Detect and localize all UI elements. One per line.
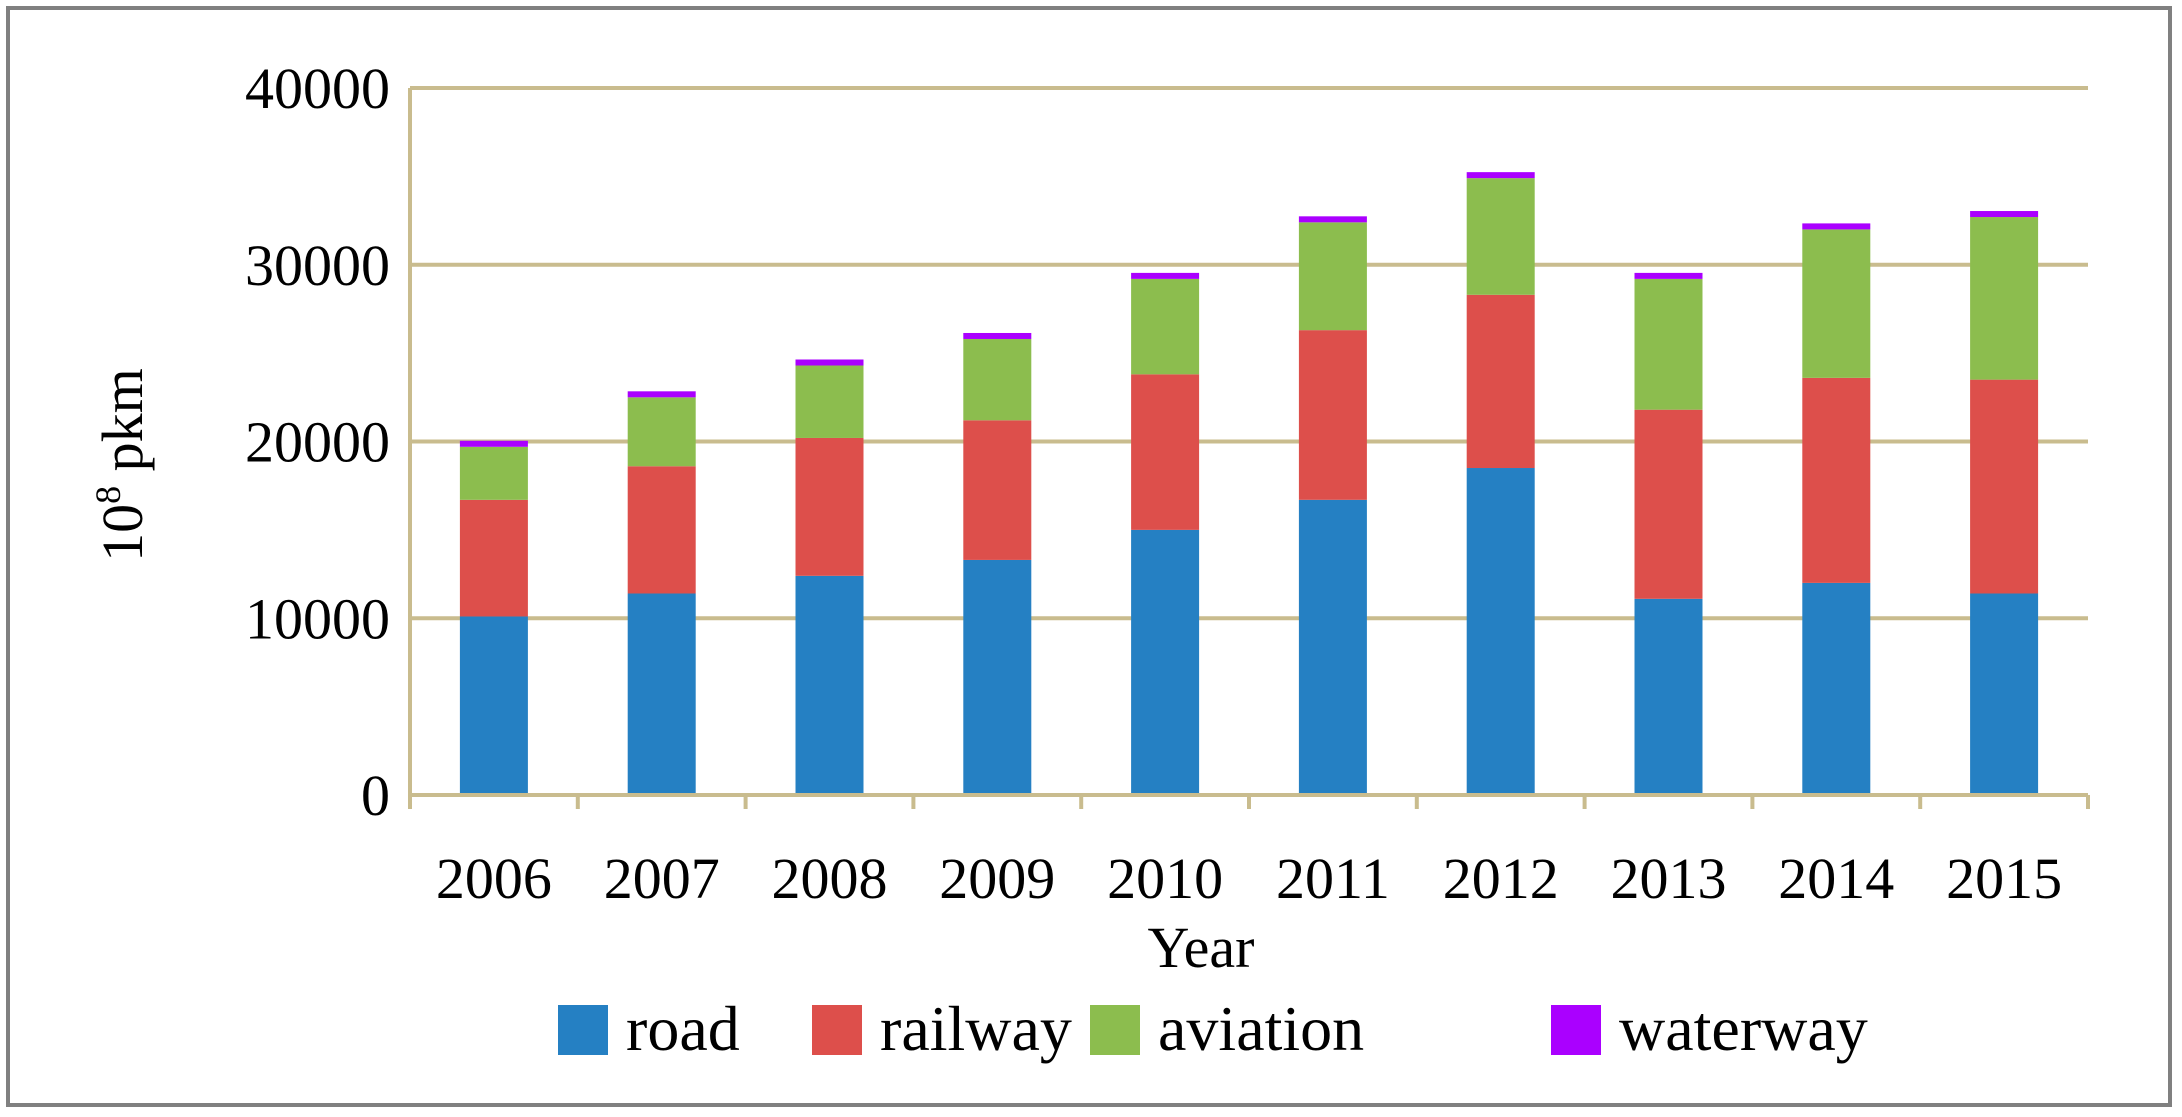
bar-waterway-2011 — [1298, 216, 1367, 223]
legend-label: waterway — [1619, 993, 1868, 1064]
bar-aviation-2012 — [1466, 178, 1535, 295]
x-tick-label: 2014 — [1778, 846, 1894, 911]
axes — [408, 88, 2090, 809]
y-tick-label: 0 — [361, 763, 390, 828]
bar-aviation-2011 — [1298, 222, 1367, 331]
y-axis-label: 108 pkm — [88, 368, 155, 562]
chart-frame: 0 10000 20000 30000 40000 2006 2007 2008 2009 20… — [6, 6, 2172, 1107]
bar-road-2012 — [1466, 468, 1535, 795]
x-tick-label: 2015 — [1946, 846, 2062, 911]
bar-railway-2010 — [1131, 374, 1200, 530]
bar-railway-2015 — [1970, 379, 2039, 594]
legend-label: road — [626, 993, 740, 1064]
bar-railway-2012 — [1466, 294, 1535, 469]
bar-road-2009 — [963, 559, 1032, 795]
bar-road-2015 — [1970, 593, 2039, 795]
bars — [459, 172, 2039, 795]
bar-waterway-2008 — [795, 359, 864, 366]
bar-road-2013 — [1634, 598, 1703, 795]
bar-aviation-2015 — [1970, 217, 2039, 380]
y-tick-label: 40000 — [245, 56, 390, 121]
x-tick-label: 2012 — [1443, 846, 1559, 911]
bar-waterway-2013 — [1634, 272, 1703, 279]
bar-waterway-2012 — [1466, 172, 1535, 179]
bar-road-2014 — [1802, 582, 1871, 795]
bar-aviation-2007 — [627, 397, 696, 467]
legend-label: aviation — [1158, 993, 1364, 1064]
bar-aviation-2006 — [459, 446, 528, 500]
bar-railway-2011 — [1298, 330, 1367, 500]
legend-label: railway — [880, 993, 1072, 1064]
bar-aviation-2010 — [1131, 278, 1200, 375]
y-tick-label: 30000 — [245, 233, 390, 298]
bar-road-2006 — [459, 616, 528, 795]
x-tick-label: 2007 — [604, 846, 720, 911]
x-tick-label: 2008 — [772, 846, 888, 911]
bar-railway-2008 — [795, 437, 864, 576]
y-tick-label: 20000 — [245, 410, 390, 475]
bar-waterway-2010 — [1131, 272, 1200, 279]
bar-railway-2007 — [627, 466, 696, 594]
bar-road-2007 — [627, 593, 696, 795]
legend-swatch — [1090, 1005, 1140, 1055]
bar-railway-2014 — [1802, 377, 1871, 583]
legend-swatch — [812, 1005, 862, 1055]
bar-road-2011 — [1298, 499, 1367, 795]
bar-railway-2009 — [963, 420, 1032, 560]
legend-item-aviation: aviation — [1090, 993, 1364, 1064]
legend-swatch — [558, 1005, 608, 1055]
x-tick-label: 2009 — [939, 846, 1055, 911]
bar-railway-2006 — [459, 499, 528, 617]
y-tick-label: 10000 — [245, 586, 390, 651]
y-tick-labels: 0 10000 20000 30000 40000 — [245, 56, 390, 828]
bar-aviation-2014 — [1802, 229, 1871, 378]
bar-waterway-2007 — [627, 391, 696, 398]
x-tick-labels: 2006 2007 2008 2009 2010 2011 2012 2013 2014 2015 — [436, 846, 2062, 911]
bar-aviation-2008 — [795, 365, 864, 438]
bar-road-2010 — [1131, 529, 1200, 795]
bar-aviation-2009 — [963, 338, 1032, 421]
x-axis-label: Year — [1148, 915, 1255, 980]
x-tick-label: 2013 — [1611, 846, 1727, 911]
legend-item-waterway: waterway — [1551, 993, 1868, 1064]
bar-waterway-2014 — [1802, 223, 1871, 230]
x-tick-label: 2006 — [436, 846, 552, 911]
legend-item-road: road — [558, 993, 740, 1064]
legend-swatch — [1551, 1005, 1601, 1055]
x-tick-label: 2011 — [1276, 846, 1390, 911]
bar-road-2008 — [795, 575, 864, 795]
bar-railway-2013 — [1634, 409, 1703, 599]
bar-aviation-2013 — [1634, 278, 1703, 410]
bar-waterway-2009 — [963, 332, 1032, 339]
legend-item-railway: railway — [812, 993, 1072, 1064]
x-tick-label: 2010 — [1107, 846, 1223, 911]
bar-waterway-2015 — [1970, 211, 2039, 218]
legend: road railway aviation waterway — [558, 993, 1868, 1064]
bar-waterway-2006 — [459, 440, 528, 447]
